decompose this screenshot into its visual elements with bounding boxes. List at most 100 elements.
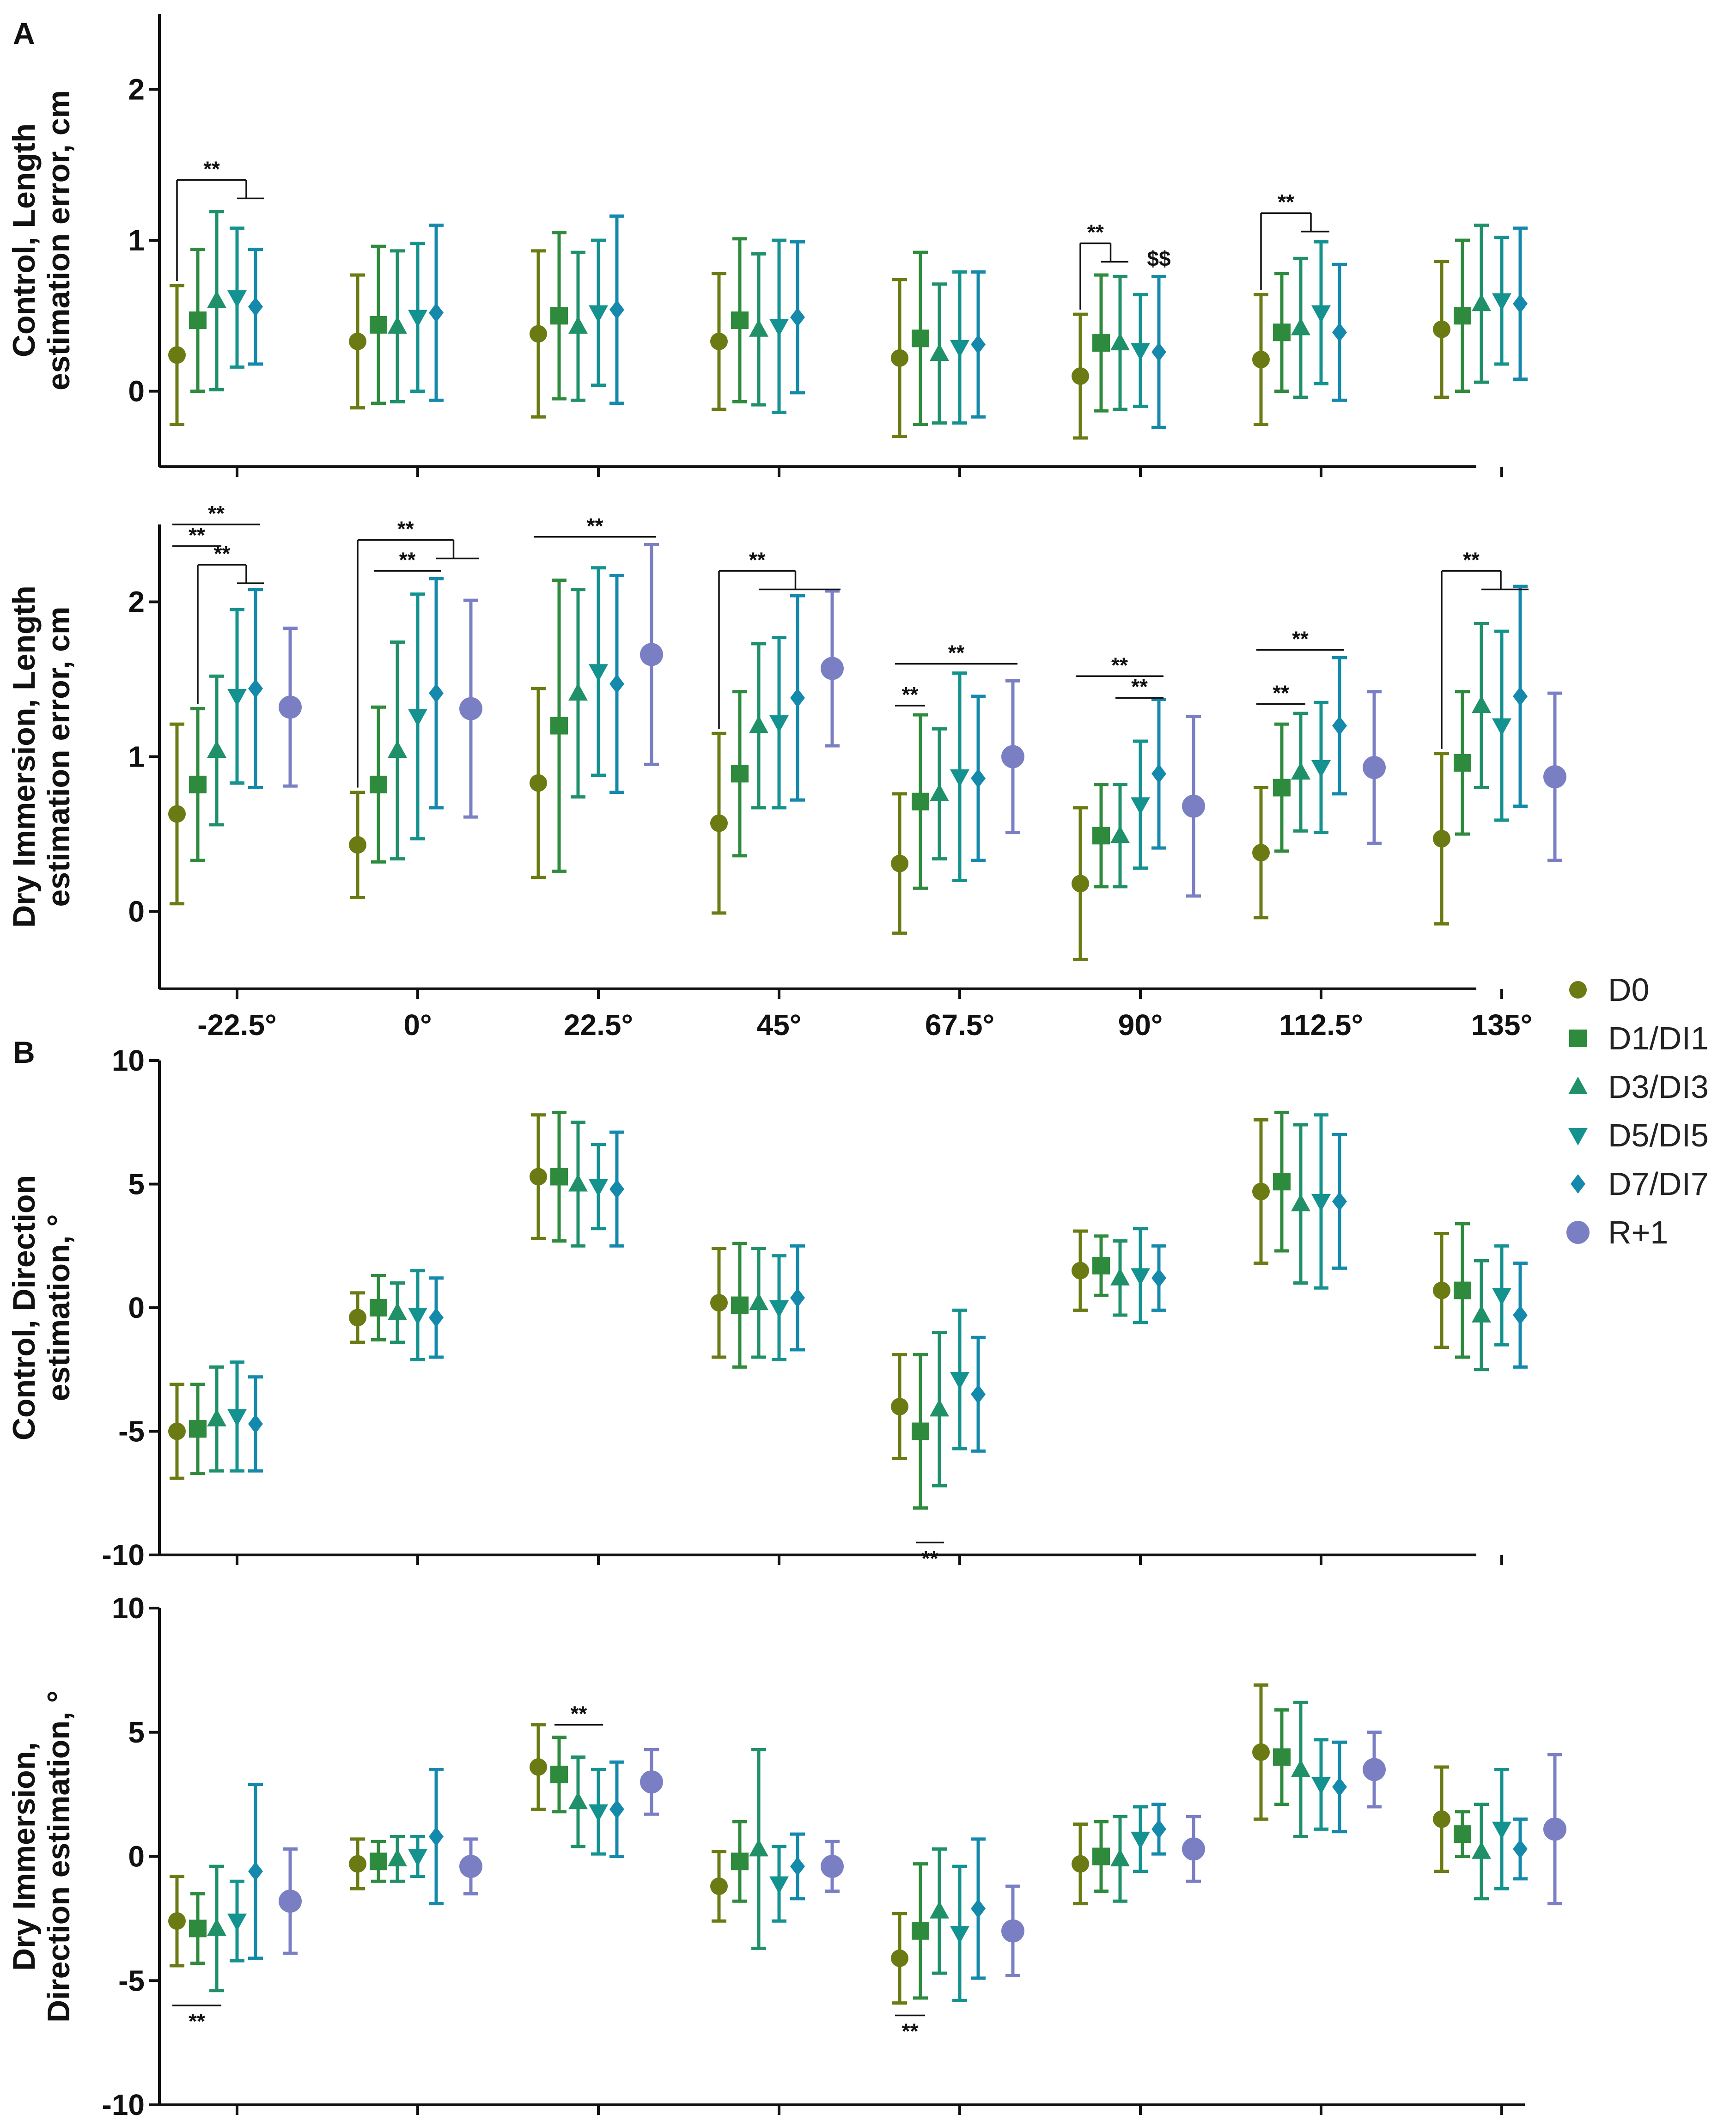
panel-a-label: A — [13, 16, 35, 50]
data-point — [971, 1899, 986, 1919]
y-tick-label: 5 — [128, 1168, 145, 1201]
data-point — [912, 1422, 929, 1440]
data-point — [189, 775, 207, 793]
legend-marker — [1566, 1221, 1590, 1244]
data-point — [1110, 1848, 1130, 1866]
data-point — [731, 1853, 749, 1871]
data-point — [1543, 1817, 1566, 1841]
data-point — [731, 1296, 749, 1314]
data-point — [1151, 764, 1166, 784]
svg-text:**: ** — [208, 501, 225, 525]
data-point — [370, 316, 387, 334]
data-point — [1151, 1268, 1166, 1288]
data-point — [227, 290, 247, 308]
data-point — [749, 319, 768, 337]
data-point — [349, 836, 366, 854]
svg-text:**: ** — [399, 548, 416, 572]
significance-annotation: ** — [1115, 675, 1163, 699]
x-tick-label: 67.5° — [925, 2124, 994, 2127]
y-tick-label: -5 — [118, 1415, 145, 1448]
significance-annotation: $$ — [1147, 246, 1170, 270]
y-axis-label: estimation, ° — [41, 1214, 76, 1401]
data-point — [370, 1853, 387, 1871]
y-tick-label: 10 — [112, 1044, 145, 1077]
legend-item-d0: D0 — [1569, 972, 1649, 1008]
data-point — [1273, 1748, 1291, 1766]
data-point — [1110, 825, 1130, 843]
significance-annotation: ** — [895, 641, 1017, 665]
x-tick-label: 90° — [1118, 2124, 1163, 2127]
data-point — [1433, 1281, 1450, 1299]
svg-text:$$: $$ — [1147, 246, 1170, 270]
panel-dry-immersion-length: 0 1 2 -22.5° 0° 22.5° 45° 67.5° 90° 112.5° 135° Dry… — [6, 501, 1566, 1042]
data-point — [349, 332, 366, 350]
data-point — [1543, 765, 1566, 789]
x-tick-label: 135° — [1471, 2124, 1532, 2127]
y-tick-label: 1 — [128, 740, 145, 774]
data-point — [1332, 716, 1347, 736]
y-axis-label: Control, Direction — [6, 1175, 42, 1440]
legend-marker-d7-icon — [1571, 1174, 1585, 1194]
svg-text:**: ** — [189, 2009, 205, 2033]
data-point — [891, 349, 908, 367]
significance-annotation: ** — [718, 548, 841, 729]
svg-text:**: ** — [902, 683, 919, 707]
svg-text:**: ** — [902, 2019, 919, 2043]
panel-b-label: B — [13, 1035, 35, 1069]
x-tick-label: 90° — [1118, 1008, 1163, 1042]
data-point — [1363, 756, 1386, 779]
data-point — [1472, 1841, 1491, 1859]
data-point — [950, 340, 969, 358]
data-point — [530, 1168, 547, 1186]
x-tick-label: -22.5° — [197, 2124, 276, 2127]
panel-dry-immersion-direction: -10 -5 0 5 10 -22.5° 0° 22.5° 45° 67.5° 90° 112.5° 1… — [6, 1591, 1566, 2127]
data-point — [248, 1861, 263, 1881]
legend-marker — [1569, 1030, 1587, 1047]
legend-marker — [1568, 1077, 1588, 1094]
data-point — [168, 1912, 186, 1930]
x-tick-label: 112.5° — [1279, 1008, 1363, 1042]
data-point — [1332, 1191, 1347, 1211]
data-point — [408, 1308, 427, 1326]
data-point — [1363, 1758, 1386, 1781]
data-point — [227, 689, 247, 707]
data-point — [207, 1408, 226, 1426]
legend-marker-d5-icon — [1568, 1128, 1588, 1146]
significance-annotation: ** — [197, 542, 264, 704]
data-point — [530, 774, 547, 792]
data-point — [731, 765, 749, 783]
data-point — [749, 715, 768, 733]
data-point — [388, 1302, 407, 1320]
y-axis-label: Control, Length — [6, 123, 42, 357]
data-point — [790, 1288, 805, 1308]
data-point — [1252, 844, 1270, 862]
data-point — [821, 1855, 844, 1878]
data-point — [930, 1399, 949, 1417]
data-point — [971, 335, 986, 354]
data-point — [1151, 1819, 1166, 1839]
data-point — [1092, 827, 1110, 845]
data-point — [388, 740, 407, 758]
y-tick-label: -10 — [102, 2088, 145, 2121]
data-point — [248, 679, 263, 699]
data-point — [1311, 1777, 1331, 1795]
data-point — [1131, 1268, 1150, 1286]
data-point — [388, 316, 407, 334]
significance-annotation: ** — [895, 2014, 925, 2043]
legend-marker-r1-icon — [1566, 1221, 1590, 1244]
data-point — [971, 768, 986, 788]
data-point — [1092, 334, 1110, 352]
legend-label-d5: D5/DI5 — [1608, 1117, 1709, 1153]
significance-annotation: ** — [1256, 681, 1305, 705]
data-point — [189, 1920, 207, 1938]
y-tick-label: -10 — [102, 1538, 145, 1572]
data-point — [1110, 1268, 1130, 1286]
x-tick-label: 22.5° — [564, 1008, 633, 1042]
data-point — [227, 1914, 247, 1932]
data-point — [1291, 1194, 1310, 1212]
data-point — [912, 329, 929, 347]
data-point — [1273, 779, 1291, 797]
x-tick-label: 112.5° — [1279, 2124, 1363, 2127]
data-point — [1513, 1839, 1528, 1859]
data-point — [168, 1422, 186, 1440]
